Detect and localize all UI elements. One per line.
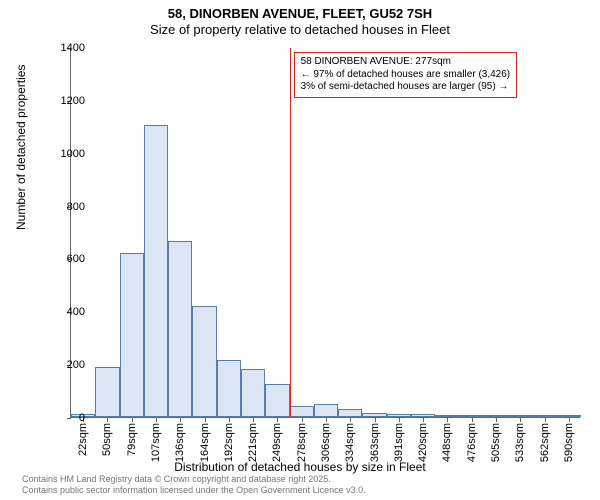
x-tick-mark (472, 418, 473, 422)
x-axis-label: Distribution of detached houses by size … (0, 460, 600, 474)
x-tick-mark (545, 418, 546, 422)
histogram-bar (508, 415, 532, 417)
y-tick-label: 0 (45, 412, 85, 424)
x-tick-mark (520, 418, 521, 422)
reference-line (290, 48, 291, 417)
x-tick-mark (277, 418, 278, 422)
x-tick-label: 50sqm (101, 423, 113, 456)
x-tick-label: 533sqm (514, 423, 526, 462)
x-tick-label: 221sqm (247, 423, 259, 462)
x-tick-label: 334sqm (344, 423, 356, 462)
x-tick-mark (107, 418, 108, 422)
histogram-bar (144, 125, 168, 417)
histogram-bar (387, 414, 411, 417)
histogram-bar (484, 415, 508, 417)
x-tick-label: 278sqm (296, 423, 308, 462)
x-tick-mark (132, 418, 133, 422)
histogram-bar (314, 404, 338, 417)
y-tick-label: 1000 (45, 148, 85, 160)
x-tick-label: 363sqm (369, 423, 381, 462)
y-tick-label: 1200 (45, 95, 85, 107)
chart-title-line2: Size of property relative to detached ho… (0, 22, 600, 38)
x-tick-label: 306sqm (320, 423, 332, 462)
x-tick-mark (569, 418, 570, 422)
histogram-bar (411, 414, 435, 417)
x-tick-label: 505sqm (490, 423, 502, 462)
x-tick-mark (447, 418, 448, 422)
x-tick-label: 136sqm (174, 423, 186, 462)
y-tick-label: 1400 (45, 42, 85, 54)
x-tick-mark (350, 418, 351, 422)
y-tick-label: 200 (45, 359, 85, 371)
x-tick-label: 192sqm (223, 423, 235, 462)
x-tick-mark (326, 418, 327, 422)
histogram-bar (460, 415, 484, 417)
histogram-bar (362, 413, 386, 417)
histogram-bar (241, 369, 265, 417)
x-tick-mark (496, 418, 497, 422)
x-tick-mark (253, 418, 254, 422)
x-tick-label: 420sqm (417, 423, 429, 462)
y-axis-label: Number of detached properties (14, 65, 28, 230)
histogram-bar (532, 415, 556, 417)
plot-area: 22sqm50sqm79sqm107sqm136sqm164sqm192sqm2… (70, 48, 580, 418)
histogram-bar (338, 409, 362, 417)
x-tick-label: 448sqm (441, 423, 453, 462)
histogram-bar (168, 241, 192, 417)
x-tick-mark (302, 418, 303, 422)
histogram-bar (95, 367, 119, 417)
footer-line2: Contains public sector information licen… (22, 485, 366, 496)
x-tick-mark (229, 418, 230, 422)
x-tick-mark (423, 418, 424, 422)
x-tick-mark (375, 418, 376, 422)
footer-line1: Contains HM Land Registry data © Crown c… (22, 474, 366, 485)
callout-line1: 58 DINORBEN AVENUE: 277sqm (301, 56, 511, 69)
histogram-bar (290, 406, 314, 417)
reference-callout: 58 DINORBEN AVENUE: 277sqm← 97% of detac… (294, 52, 518, 98)
x-tick-label: 249sqm (271, 423, 283, 462)
x-tick-label: 79sqm (126, 423, 138, 456)
histogram-bar (192, 306, 216, 417)
x-tick-label: 476sqm (466, 423, 478, 462)
callout-line3: 3% of semi-detached houses are larger (9… (301, 81, 511, 94)
histogram-bar (265, 384, 289, 417)
histogram-bar (557, 415, 581, 417)
y-tick-label: 600 (45, 253, 85, 265)
histogram-bar (217, 360, 241, 417)
callout-line2: ← 97% of detached houses are smaller (3,… (301, 69, 511, 82)
x-tick-mark (399, 418, 400, 422)
x-tick-label: 562sqm (539, 423, 551, 462)
x-tick-label: 391sqm (393, 423, 405, 462)
chart-title-line1: 58, DINORBEN AVENUE, FLEET, GU52 7SH (0, 6, 600, 22)
x-tick-label: 590sqm (563, 423, 575, 462)
x-tick-mark (205, 418, 206, 422)
x-tick-mark (156, 418, 157, 422)
footer-attribution: Contains HM Land Registry data © Crown c… (22, 474, 366, 496)
y-tick-label: 800 (45, 201, 85, 213)
x-tick-label: 22sqm (77, 423, 89, 456)
x-tick-label: 164sqm (199, 423, 211, 462)
histogram-bar (435, 415, 459, 417)
y-tick-label: 400 (45, 306, 85, 318)
histogram-bar (120, 253, 144, 417)
x-tick-mark (180, 418, 181, 422)
x-tick-label: 107sqm (150, 423, 162, 462)
